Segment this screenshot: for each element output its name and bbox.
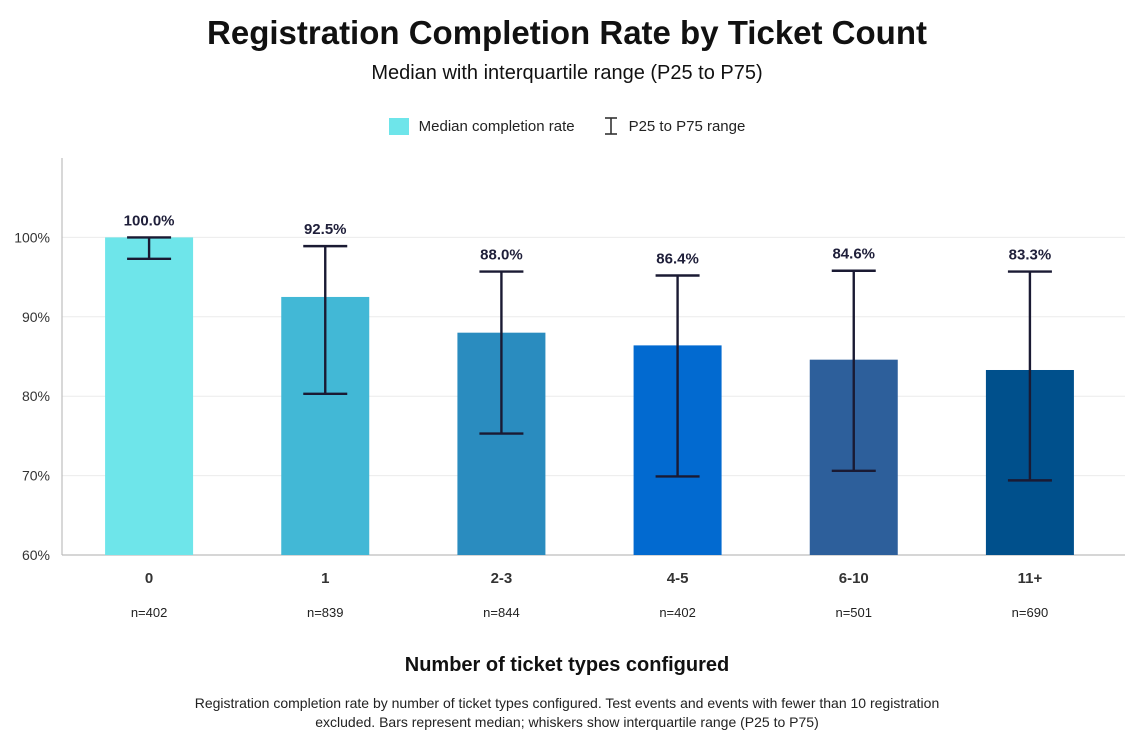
legend-item-median: Median completion rate bbox=[388, 117, 575, 135]
legend-label-median: Median completion rate bbox=[418, 117, 575, 135]
chart-title: Registration Completion Rate by Ticket C… bbox=[207, 14, 927, 51]
data-label: 100.0% bbox=[124, 212, 175, 229]
chart-legend: Median completion rate P25 to P75 range bbox=[0, 116, 1134, 136]
y-tick-label: 60% bbox=[22, 547, 50, 563]
sample-size-label: n=690 bbox=[1012, 605, 1049, 620]
data-label: 92.5% bbox=[304, 221, 347, 238]
y-tick-label: 90% bbox=[22, 309, 50, 325]
data-label: 84.6% bbox=[832, 246, 875, 263]
y-tick-label: 70% bbox=[22, 468, 50, 484]
legend-item-range: P25 to P75 range bbox=[603, 116, 746, 136]
legend-swatch-median bbox=[388, 117, 409, 135]
data-label: 83.3% bbox=[1009, 247, 1052, 264]
sample-size-label: n=501 bbox=[835, 605, 872, 620]
x-tick-label: 1 bbox=[321, 570, 329, 587]
sample-size-label: n=402 bbox=[131, 605, 168, 620]
x-tick-label: 6-10 bbox=[839, 570, 869, 587]
x-tick-label: 0 bbox=[145, 570, 153, 587]
sample-size-label: n=839 bbox=[307, 605, 344, 620]
sample-size-label: n=402 bbox=[659, 605, 696, 620]
bar bbox=[105, 237, 194, 555]
chart-subtitle: Median with interquartile range (P25 to … bbox=[371, 62, 763, 84]
sample-size-label: n=844 bbox=[483, 605, 520, 620]
whisker-icon bbox=[604, 117, 617, 135]
x-tick-label: 4-5 bbox=[667, 570, 689, 587]
x-tick-label: 11+ bbox=[1018, 570, 1043, 587]
data-label: 88.0% bbox=[480, 247, 523, 264]
data-label: 86.4% bbox=[656, 251, 699, 268]
y-tick-label: 80% bbox=[22, 388, 50, 404]
legend-label-range: P25 to P75 range bbox=[628, 117, 746, 135]
y-tick-label: 100% bbox=[14, 229, 50, 245]
chart-caption: Registration completion rate by number o… bbox=[194, 695, 940, 730]
x-tick-label: 2-3 bbox=[491, 570, 513, 587]
x-axis-label: Number of ticket types configured bbox=[404, 654, 730, 676]
